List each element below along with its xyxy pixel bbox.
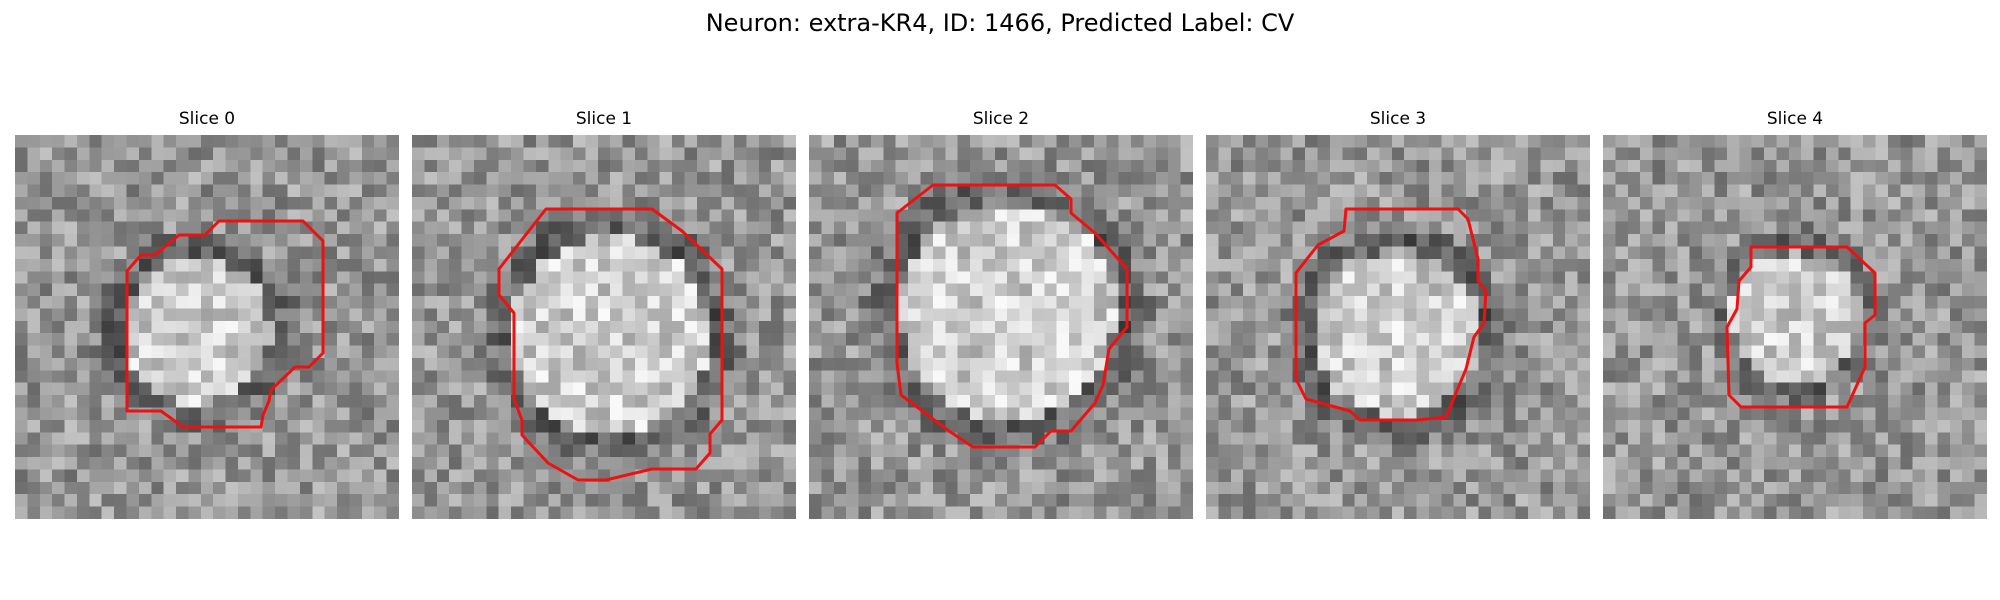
slice-title: Slice 0 — [178, 109, 236, 129]
slice-image-0 — [15, 135, 399, 519]
slice-title: Slice 2 — [972, 109, 1030, 129]
segmentation-contour — [497, 207, 724, 482]
segmentation-contour — [1294, 207, 1488, 422]
pixel-grid — [15, 135, 399, 519]
pixel-grid — [412, 135, 796, 519]
slice-image-2 — [809, 135, 1193, 519]
segmentation-contour — [125, 219, 325, 429]
slice-image-1 — [412, 135, 796, 519]
slice-title: Slice 1 — [575, 109, 633, 129]
slice-title: Slice 4 — [1766, 109, 1824, 129]
slice-title: Slice 3 — [1369, 109, 1427, 129]
pixel-grid — [1206, 135, 1590, 519]
segmentation-contour — [895, 183, 1129, 449]
figure-title: Neuron: extra-KR4, ID: 1466, Predicted L… — [705, 9, 1295, 37]
pixel-grid — [809, 135, 1193, 519]
pixel-grid — [1603, 135, 1987, 519]
slice-image-4 — [1603, 135, 1987, 519]
segmentation-contour — [1725, 245, 1877, 409]
slice-image-3 — [1206, 135, 1590, 519]
